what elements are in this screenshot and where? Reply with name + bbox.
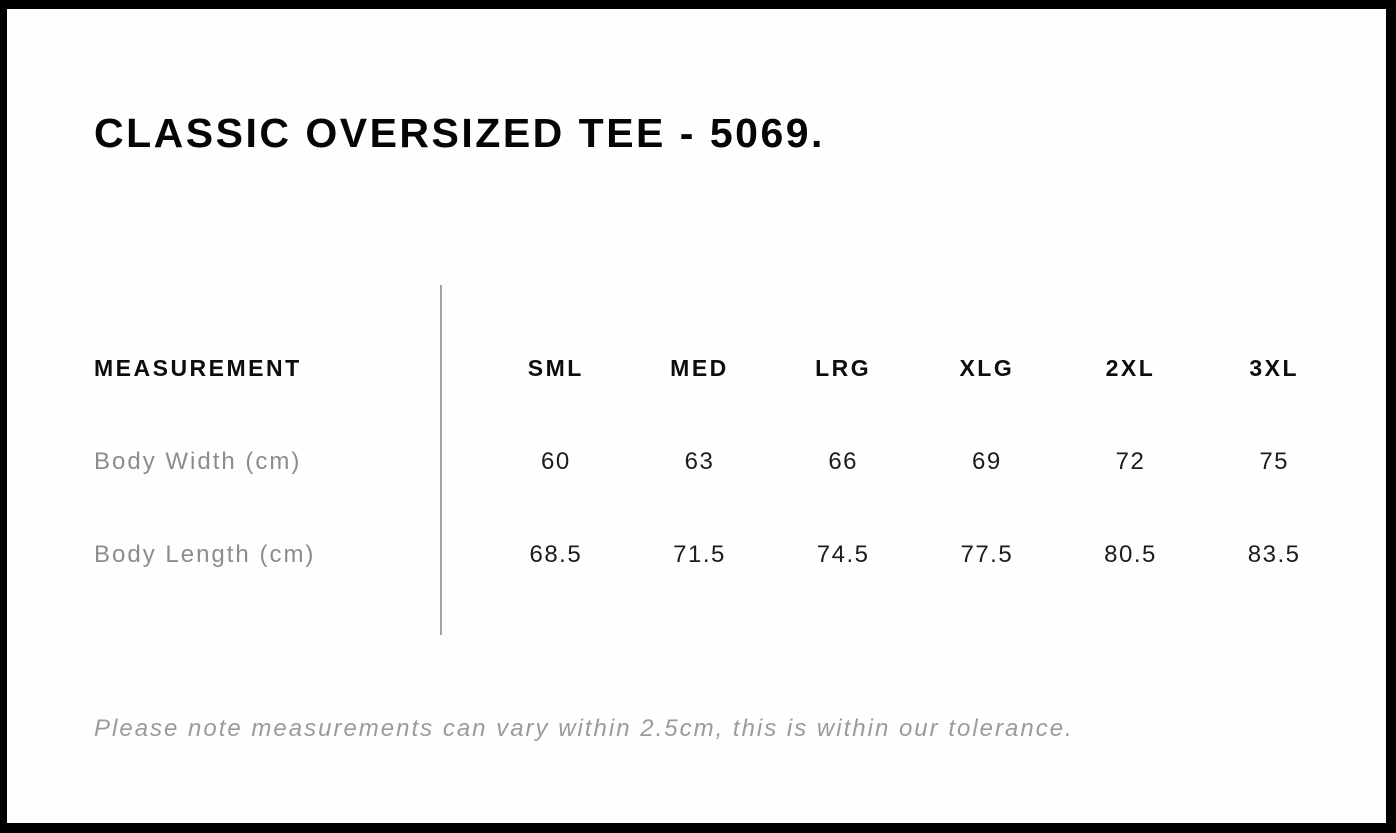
body-length-3xl: 83.5 bbox=[1247, 540, 1301, 568]
body-length-2xl: 80.5 bbox=[1104, 540, 1157, 568]
page-title: CLASSIC OVERSIZED TEE - 5069. bbox=[94, 110, 825, 156]
size-header-med: MED bbox=[670, 355, 729, 381]
size-header-3xl: 3XL bbox=[1249, 355, 1299, 381]
row-label-body-length: Body Length (cm) bbox=[94, 540, 316, 568]
row-label-body-width: Body Width (cm) bbox=[94, 447, 302, 475]
size-guide-panel: CLASSIC OVERSIZED TEE - 5069. MEASUREMEN… bbox=[7, 9, 1386, 823]
size-chart-table: MEASUREMENT SML MED LRG XLG 2XL 3XL Body… bbox=[94, 322, 1346, 601]
body-width-lrg: 66 bbox=[828, 447, 859, 475]
size-header-2xl: 2XL bbox=[1105, 355, 1156, 381]
body-width-2xl: 72 bbox=[1115, 447, 1146, 475]
body-length-sml: 68.5 bbox=[529, 540, 583, 568]
measurement-column-header: MEASUREMENT bbox=[94, 355, 302, 381]
body-width-xlg: 69 bbox=[971, 447, 1002, 475]
body-width-med: 63 bbox=[684, 447, 715, 475]
size-header-sml: SML bbox=[527, 355, 584, 381]
body-length-xlg: 77.5 bbox=[960, 540, 1014, 568]
body-width-3xl: 75 bbox=[1259, 447, 1290, 475]
tolerance-note: Please note measurements can vary within… bbox=[94, 715, 1074, 742]
size-header-xlg: XLG bbox=[959, 355, 1015, 381]
body-length-med: 71.5 bbox=[673, 540, 726, 568]
body-length-lrg: 74.5 bbox=[816, 540, 870, 568]
column-divider bbox=[440, 285, 442, 635]
body-width-sml: 60 bbox=[540, 447, 571, 475]
size-header-lrg: LRG bbox=[815, 355, 872, 381]
